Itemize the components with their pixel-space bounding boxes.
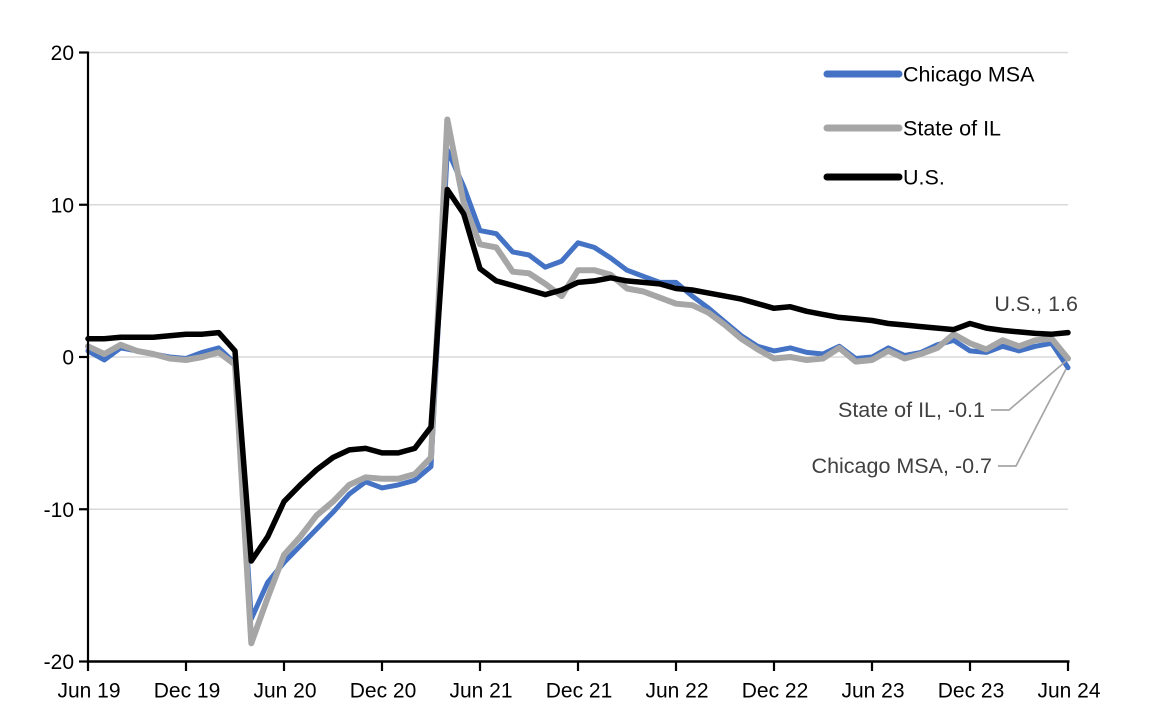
x-tick-label: Jun 19 bbox=[57, 680, 120, 703]
annotation-label-state-of-il: State of IL, -0.1 bbox=[838, 398, 985, 422]
annotations: U.S., 1.6 State of IL, -0.1 Chicago MSA, -… bbox=[812, 292, 1078, 478]
y-tick-label: 0 bbox=[62, 347, 74, 370]
legend-label: Chicago MSA bbox=[903, 63, 1035, 87]
series-line-u-s bbox=[85, 186, 1071, 564]
annotation-leader-chicago-msa bbox=[998, 368, 1067, 467]
annotation-label-u-s: U.S., 1.6 bbox=[994, 292, 1078, 316]
x-tick-label: Dec 21 bbox=[546, 680, 613, 703]
legend-label: U.S. bbox=[903, 166, 945, 190]
series-lines bbox=[85, 116, 1071, 647]
x-tick-label: Jun 23 bbox=[841, 680, 904, 703]
series-line-state-of-il bbox=[85, 116, 1071, 647]
x-tick-label: Jun 24 bbox=[1037, 680, 1100, 703]
x-tick-label: Dec 22 bbox=[742, 680, 809, 703]
y-tick-label: -20 bbox=[44, 651, 74, 674]
legend: Chicago MSA State of IL U.S. bbox=[823, 63, 1035, 190]
x-tick-label: Jun 22 bbox=[645, 680, 708, 703]
legend-label: State of IL bbox=[903, 117, 1001, 141]
annotation-leader-state-of-il bbox=[991, 360, 1067, 411]
y-tick-label: 10 bbox=[51, 194, 74, 217]
axes: 20 10 0 -10 -20 Jun 19 Dec 19 Jun 20 Dec 20 Jun 2… bbox=[44, 42, 1101, 703]
x-tick-label: Dec 23 bbox=[938, 680, 1005, 703]
gridlines bbox=[88, 51, 1068, 510]
x-tick-label: Dec 20 bbox=[350, 680, 417, 703]
y-tick-label: -10 bbox=[44, 499, 74, 522]
x-tick-label: Dec 19 bbox=[154, 680, 221, 703]
y-tick-label: 20 bbox=[51, 42, 74, 65]
x-tick-label: Jun 20 bbox=[253, 680, 316, 703]
legend-item-u-s: U.S. bbox=[823, 166, 945, 190]
legend-item-chicago-msa: Chicago MSA bbox=[823, 63, 1035, 87]
x-tick-label: Jun 21 bbox=[449, 680, 512, 703]
annotation-label-chicago-msa: Chicago MSA, -0.7 bbox=[812, 454, 992, 478]
legend-item-state-of-il: State of IL bbox=[823, 117, 1001, 141]
